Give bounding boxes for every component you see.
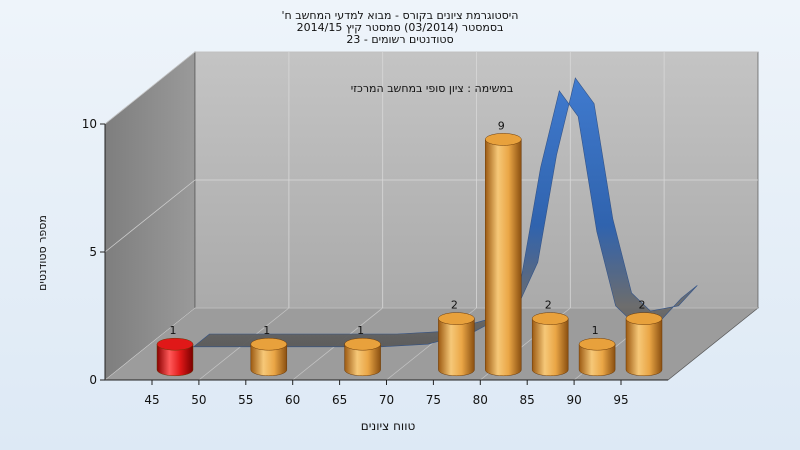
y-tick-label-10: 10 [82,117,97,131]
bar-value-label-55: 1 [263,324,270,337]
bar-85: 2 [531,299,569,377]
y-tick-label-5: 5 [89,245,97,259]
bar-55: 1 [250,324,288,377]
x-tick-label-85: 85 [520,393,535,407]
bar-75: 2 [438,299,475,377]
bar-top-65 [344,337,381,351]
bar-90: 1 [578,324,616,377]
bar-body-55 [250,343,288,377]
x-tick-label-50: 50 [191,393,206,407]
bar-value-label-75: 2 [451,299,458,312]
bar-top-85 [531,312,569,325]
y-tick-label-0: 0 [89,373,97,387]
chart-subtitle: במשימה : ציון סופי במחשב המרכזי [351,82,514,95]
x-tick-label-75: 75 [426,393,441,407]
bar-top-75 [438,312,475,325]
bar-65: 1 [344,324,381,377]
bar-value-label-85: 2 [545,299,552,312]
gridline-left-1 [104,179,196,253]
gridline-left-2 [104,51,196,125]
gridlines [104,51,758,381]
chart-title-line-2: בסמסטר (03/2014) סמסטר קיץ 2014/15 [296,21,504,34]
bar-top-80 [485,133,522,146]
bars-group: 1 1 1 2 9 2 1 2 [156,119,663,377]
bar-value-label-45: 1 [170,324,177,337]
bar-value-label-65: 1 [357,324,364,337]
x-tick-label-65: 65 [332,393,347,407]
bar-body-95 [625,318,663,377]
bar-45: 1 [156,324,194,377]
bar-top-90 [578,337,616,351]
chart-title: היסטוגרמת ציונים בקורס - מבוא למדעי המחש… [0,10,800,46]
x-tick-label-90: 90 [566,393,581,407]
bar-value-label-90: 1 [592,324,599,337]
x-tick-label-60: 60 [285,393,300,407]
bar-top-45 [156,337,194,351]
x-tick-label-80: 80 [473,393,488,407]
y-axis-label: מספר סטודנטים [36,215,49,291]
x-tick-label-45: 45 [144,393,159,407]
axes-group: 45 50 55 60 65 70 75 80 85 90 95 0 5 10 [82,117,668,407]
bar-body-75 [438,318,475,377]
x-tick-label-70: 70 [379,393,394,407]
bar-body-45 [156,343,194,377]
chart-title-line-3: סטודנטים רשומים - 23 [346,33,454,46]
bar-body-65 [344,343,381,377]
bar-top-55 [250,337,288,351]
bar-body-85 [531,318,569,377]
bar-95: 2 [625,299,663,377]
x-axis-label: טווח ציונים [361,419,416,433]
bar-80: 9 [485,119,522,377]
bar-top-95 [625,312,663,325]
x-tick-label-55: 55 [238,393,253,407]
chart-title-line-1: היסטוגרמת ציונים בקורס - מבוא למדעי המחש… [281,9,519,22]
bar-value-label-80: 9 [498,119,505,132]
bar-value-label-95: 2 [639,299,646,312]
gridline-left-0 [104,307,196,381]
bar-body-90 [578,343,616,377]
bar-body-80 [485,139,522,377]
x-tick-label-95: 95 [613,393,628,407]
